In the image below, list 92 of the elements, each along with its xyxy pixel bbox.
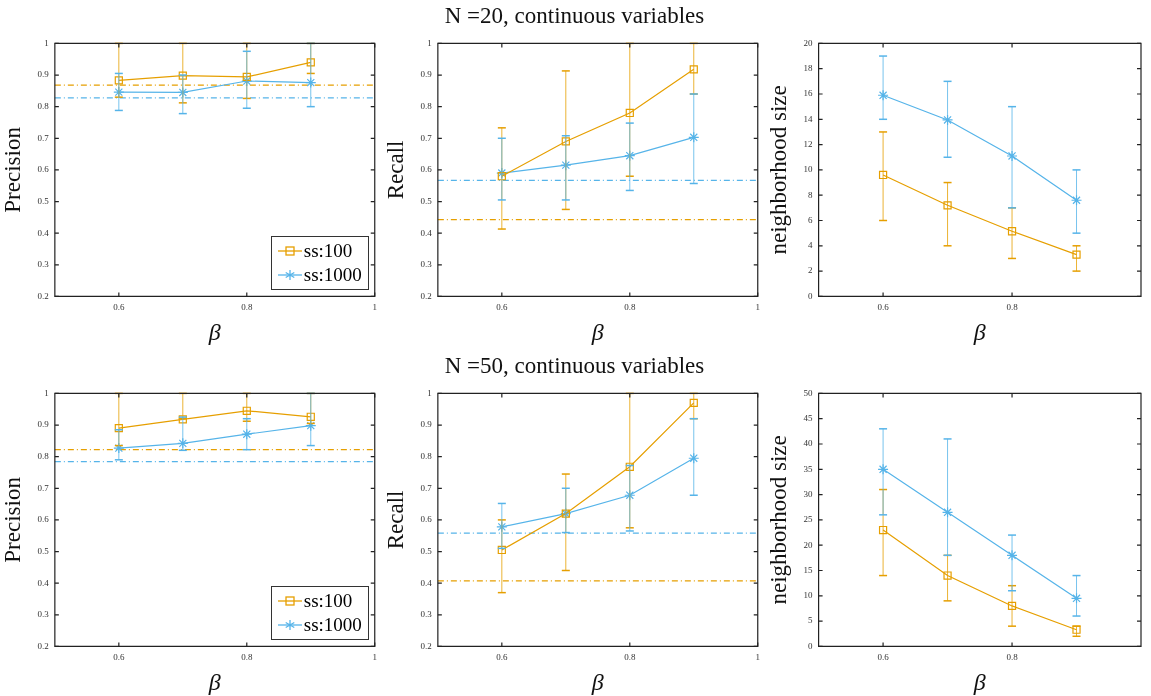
- y-tick-label: 0.9: [420, 419, 433, 430]
- y-axis-title: neighborhood size: [765, 85, 791, 255]
- y-tick-label: 12: [803, 138, 813, 149]
- y-tick-label: 1: [44, 37, 49, 48]
- y-tick-label: 0.7: [420, 132, 433, 143]
- y-tick-label: 2: [808, 265, 813, 276]
- y-tick-label: 0.2: [420, 290, 432, 301]
- y-tick-label: 0.3: [420, 609, 433, 620]
- y-tick-label: 0.9: [37, 69, 50, 80]
- legend-label: ss:100: [303, 239, 353, 264]
- y-tick-label: 0.5: [37, 545, 50, 556]
- x-tick-label: 0.6: [113, 652, 125, 663]
- x-axis-title: β: [207, 318, 221, 345]
- y-tick-label: 0.9: [420, 69, 433, 80]
- x-tick-label: 0.8: [241, 302, 253, 313]
- x-tick-label: 0.6: [113, 302, 125, 313]
- x-tick-label: 1: [755, 302, 760, 313]
- y-tick-label: 50: [803, 387, 814, 398]
- y-tick-label: 0.6: [420, 514, 433, 525]
- y-tick-label: 4: [808, 240, 814, 251]
- y-tick-label: 18: [803, 63, 814, 74]
- x-axis-title: β: [590, 318, 604, 345]
- y-tick-label: 30: [803, 488, 814, 499]
- y-tick-label: 16: [803, 88, 814, 99]
- x-axis-title: β: [207, 668, 221, 695]
- x-tick-label: 0.6: [496, 302, 508, 313]
- y-tick-label: 6: [808, 214, 814, 225]
- y-tick-label: 0.7: [37, 482, 50, 493]
- x-tick-label: 0.6: [496, 652, 508, 663]
- y-tick-label: 0.3: [37, 259, 50, 270]
- y-tick-label: 0.2: [37, 290, 49, 301]
- y-tick-label: 0.3: [37, 609, 50, 620]
- chart-title: N =50, continuous variables: [443, 352, 706, 380]
- y-tick-label: 10: [803, 164, 814, 175]
- y-tick-label: 25: [803, 514, 814, 525]
- y-tick-label: 10: [803, 590, 814, 601]
- y-tick-label: 1: [427, 37, 432, 48]
- y-tick-label: 8: [808, 189, 814, 200]
- y-tick-label: 1: [427, 387, 432, 398]
- x-tick-label: 1: [372, 652, 377, 663]
- x-tick-label: 0.8: [1006, 652, 1019, 663]
- y-tick-label: 0.6: [37, 514, 50, 525]
- legend-label: ss:1000: [303, 263, 362, 288]
- legend-label: ss:1000: [303, 613, 362, 638]
- y-axis-title: Recall: [382, 140, 408, 200]
- y-tick-label: 0.3: [420, 259, 433, 270]
- y-tick-label: 0: [808, 640, 814, 651]
- x-axis-title: β: [972, 318, 986, 345]
- y-tick-label: 20: [803, 539, 814, 550]
- y-axis-title: Precision: [0, 476, 25, 563]
- y-tick-label: 0.2: [37, 640, 49, 651]
- y-tick-label: 0.8: [37, 101, 50, 112]
- y-tick-label: 0.6: [37, 164, 50, 175]
- y-tick-label: 0.6: [420, 164, 433, 175]
- y-tick-label: 0: [808, 290, 814, 301]
- y-tick-label: 0.5: [37, 195, 50, 206]
- y-tick-label: 0.8: [420, 451, 433, 462]
- y-tick-label: 40: [803, 438, 814, 449]
- y-tick-label: 14: [803, 113, 814, 124]
- x-tick-label: 0.8: [624, 302, 636, 313]
- y-tick-label: 1: [44, 387, 49, 398]
- y-tick-label: 0.4: [420, 227, 433, 238]
- y-tick-label: 35: [803, 463, 814, 474]
- y-tick-label: 0.9: [37, 419, 50, 430]
- x-tick-label: 0.6: [877, 652, 890, 663]
- x-tick-label: 0.8: [241, 652, 253, 663]
- y-tick-label: 0.5: [420, 545, 433, 556]
- legend-label: ss:100: [303, 589, 353, 614]
- y-tick-label: 0.4: [37, 577, 50, 588]
- x-tick-label: 1: [372, 302, 377, 313]
- y-tick-label: 45: [803, 413, 814, 424]
- x-tick-label: 1: [755, 652, 760, 663]
- y-axis-title: Recall: [382, 490, 408, 550]
- y-axis-title: Precision: [0, 126, 25, 213]
- y-tick-label: 0.7: [420, 482, 433, 493]
- y-tick-label: 0.7: [37, 132, 50, 143]
- y-tick-label: 20: [803, 37, 814, 48]
- x-tick-label: 0.8: [1006, 302, 1019, 313]
- chart-title: N =20, continuous variables: [443, 2, 706, 30]
- y-tick-label: 0.5: [420, 195, 433, 206]
- y-tick-label: 15: [803, 564, 814, 575]
- y-tick-label: 0.4: [37, 227, 50, 238]
- x-axis-title: β: [972, 668, 986, 695]
- x-tick-label: 0.8: [624, 652, 636, 663]
- y-tick-label: 0.4: [420, 577, 433, 588]
- y-tick-label: 5: [808, 615, 814, 626]
- y-tick-label: 0.8: [37, 451, 50, 462]
- x-axis-title: β: [590, 668, 604, 695]
- y-axis-title: neighborhood size: [765, 435, 791, 605]
- y-tick-label: 0.2: [420, 640, 432, 651]
- x-tick-label: 0.6: [877, 302, 890, 313]
- y-tick-label: 0.8: [420, 101, 433, 112]
